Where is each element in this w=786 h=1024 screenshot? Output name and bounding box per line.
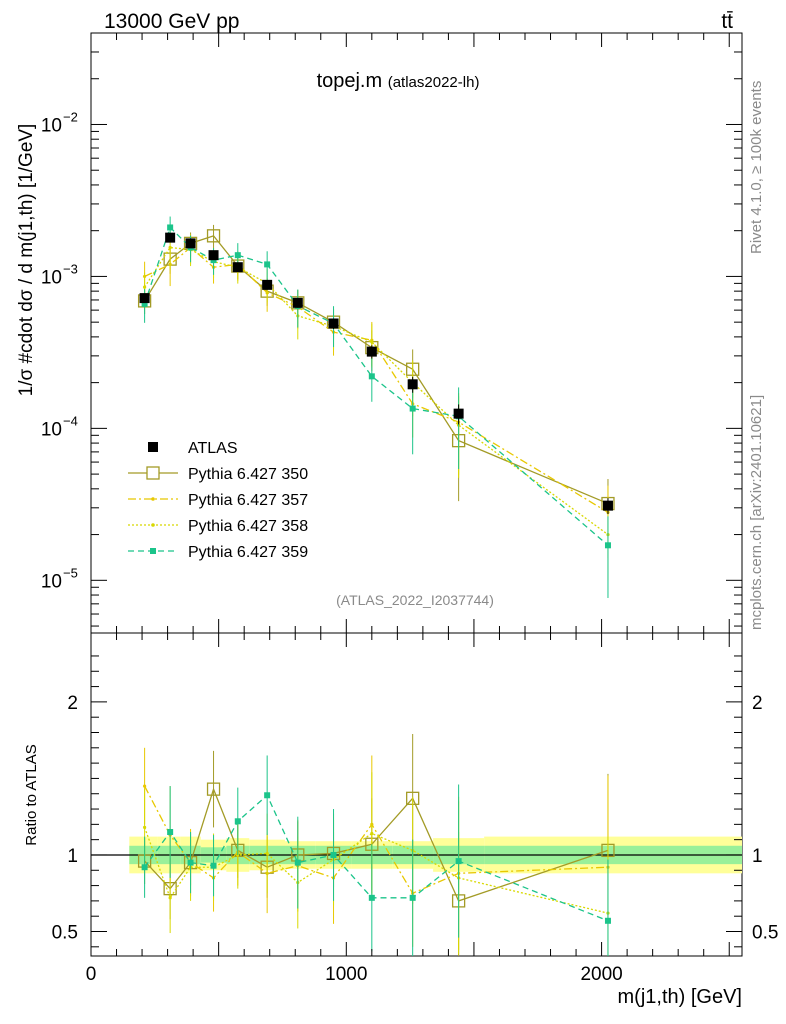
data-point — [368, 373, 375, 380]
series-line — [144, 246, 609, 513]
main-y-tick-exp: −2 — [63, 109, 78, 124]
ratio-panel-frame — [90, 632, 743, 957]
ratio-y-tick-label-left: 2 — [67, 693, 78, 714]
legend-entry: ATLAS — [148, 440, 238, 457]
y-axis-label-main: 1/σ #cdot dσ / d m(j1,th) [1/GeV] — [16, 124, 37, 397]
ratio-point — [206, 782, 221, 796]
x-tick-label: 0 — [86, 964, 97, 985]
legend-label: Pythia 6.427 358 — [188, 518, 308, 535]
data-point — [206, 229, 221, 243]
main-y-tick-label: 10 — [41, 571, 62, 592]
ratio-point — [167, 829, 174, 836]
series-ATLAS — [139, 232, 613, 515]
ratio-point — [141, 864, 148, 871]
ratio-y-tick-label-left: 1 — [67, 846, 78, 867]
series-line — [144, 246, 609, 536]
main-panel-frame — [90, 32, 743, 634]
data-point — [264, 261, 271, 268]
data-point — [407, 379, 418, 390]
ratio-point — [264, 792, 271, 799]
legend-marker — [151, 497, 155, 501]
ratio-point — [330, 851, 337, 858]
process-label: 13000 GeV pp — [104, 10, 239, 33]
legend-label: ATLAS — [188, 440, 238, 457]
x-tick-label: 1000 — [325, 964, 367, 985]
ratio-y-tick-label-right: 0.5 — [752, 923, 778, 944]
ratio-y-tick-label-left: 0.5 — [52, 923, 78, 944]
legend-marker — [150, 548, 156, 554]
data-point — [366, 346, 377, 357]
data-point — [232, 262, 243, 273]
ratio-point — [143, 784, 147, 788]
ratio-point — [294, 859, 301, 866]
main-y-tick-label: 10 — [41, 419, 62, 440]
legend-label: Pythia 6.427 350 — [188, 466, 308, 483]
ratio-series-group — [137, 734, 615, 956]
series-line — [144, 235, 609, 505]
ratio-point — [604, 917, 611, 924]
data-point — [292, 297, 303, 308]
series-Pythia-6427-357 — [143, 234, 610, 559]
legend-entry: Pythia 6.427 358 — [128, 518, 308, 535]
ratio-y-tick-label-right: 2 — [752, 693, 763, 714]
legend-label: Pythia 6.427 357 — [188, 492, 308, 509]
plot-title: topej.m (atlas2022-lh) — [317, 70, 480, 92]
data-point — [453, 408, 464, 419]
plot-title-main: topej.m — [317, 70, 383, 92]
ratio-point — [234, 818, 241, 825]
x-axis-label: m(j1,th) [GeV] — [618, 986, 742, 1008]
ratio-point — [370, 831, 374, 836]
x-tick-label: 2000 — [580, 964, 622, 985]
data-point — [167, 224, 174, 231]
legend-marker — [146, 466, 160, 480]
mcplots-label: mcplots.cern.ch [arXiv:2401.10621] — [748, 395, 765, 630]
legend-label: Pythia 6.427 359 — [188, 544, 308, 561]
ratio-point — [143, 825, 147, 830]
data-point — [328, 318, 339, 329]
main-y-tick-label: 10 — [41, 267, 62, 288]
ratio-point — [368, 894, 375, 901]
main-y-tick-label: 10 — [41, 115, 62, 136]
analysis-id: (ATLAS_2022_I2037744) — [336, 592, 494, 608]
data-point — [262, 279, 273, 290]
ratio-line — [144, 794, 609, 922]
plot-title-sub: (atlas2022-lh) — [388, 74, 480, 91]
data-point — [234, 252, 241, 259]
series-Pythia-6427-359 — [141, 216, 611, 598]
y-axis-label-ratio: Ratio to ATLAS — [23, 744, 40, 845]
main-y-tick-exp: −4 — [63, 413, 78, 428]
ratio-y-tick-label-right: 1 — [752, 846, 763, 867]
ratio-point — [168, 896, 172, 900]
data-point — [208, 250, 219, 261]
data-point — [141, 300, 148, 307]
ratio-line — [144, 827, 609, 914]
ratio-point — [187, 859, 194, 866]
data-point — [602, 500, 613, 511]
data-point — [409, 405, 416, 412]
ratio-Pythia-6427-359 — [141, 755, 611, 956]
data-point — [139, 293, 150, 304]
ratio-point — [210, 862, 217, 869]
final-state-label: tt̄ — [721, 10, 733, 33]
data-point — [165, 232, 176, 243]
data-point — [168, 245, 172, 250]
data-point — [185, 238, 196, 249]
main-y-tick-exp: −3 — [63, 261, 78, 276]
legend-entry: Pythia 6.427 359 — [128, 544, 308, 561]
legend-entry: Pythia 6.427 357 — [128, 492, 308, 509]
data-point — [604, 542, 611, 549]
legend-entry: Pythia 6.427 350 — [128, 466, 308, 483]
legend-marker — [151, 523, 155, 527]
data-point — [370, 340, 374, 344]
ratio-point — [409, 894, 416, 901]
ratio-point — [455, 858, 462, 865]
legend-marker — [148, 442, 158, 452]
data-point — [143, 285, 147, 289]
ratio-point — [265, 851, 269, 856]
ratio-Pythia-6427-358 — [143, 772, 610, 956]
ratio-line — [144, 787, 609, 902]
rivet-label: Rivet 4.1.0, ≥ 100k events — [748, 81, 765, 254]
main-y-tick-exp: −5 — [63, 565, 78, 580]
